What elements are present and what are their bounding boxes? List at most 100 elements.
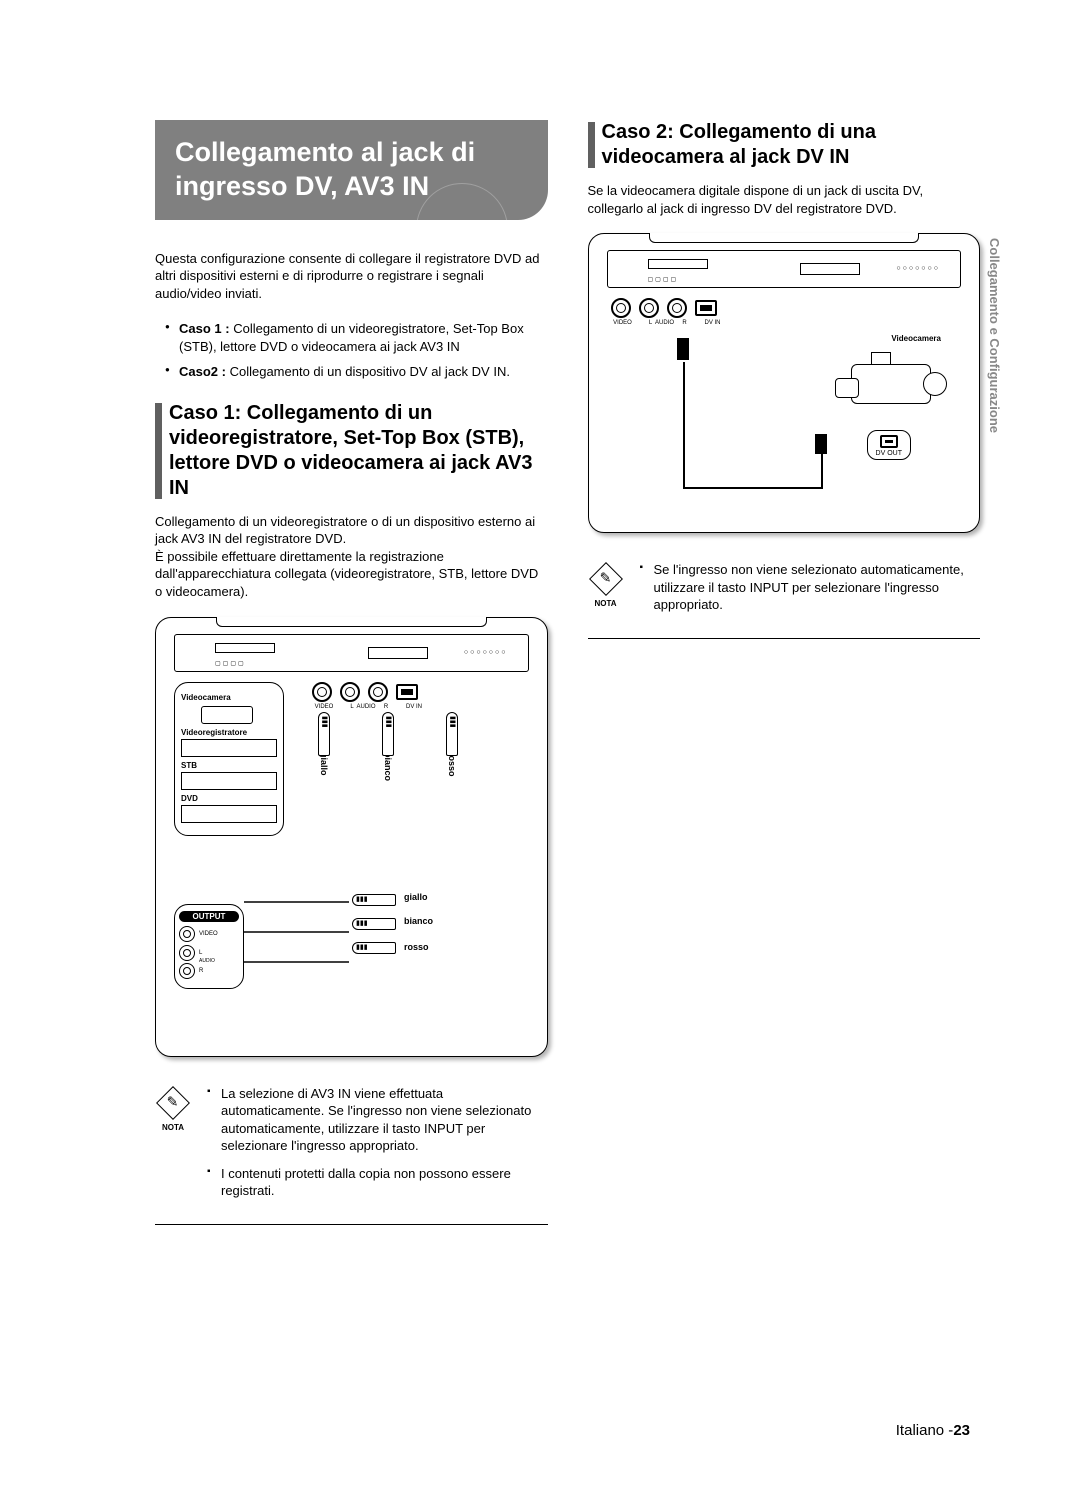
cable-lines-icon <box>244 888 354 988</box>
dv-input-panel <box>607 298 962 318</box>
panel-label-r: R <box>675 320 695 326</box>
dv-in-port-icon <box>695 300 717 316</box>
diagram-top-notch <box>649 233 920 243</box>
page-lang: Italiano - <box>896 1422 954 1439</box>
device-label-camcorder: Videocamera <box>181 693 277 702</box>
right-column: Caso 2: Collegamento di una videocamera … <box>588 120 981 1225</box>
case-label: Caso 1 : <box>179 321 230 336</box>
output-label-video: VIDEO <box>199 931 218 937</box>
vcr-icon <box>181 739 277 757</box>
stb-icon <box>181 772 277 790</box>
panel-label-dvin: DV IN <box>703 320 723 326</box>
output-label-audio: AUDIO <box>199 958 215 964</box>
output-audio-r-jack-icon <box>179 963 195 979</box>
color-label-yellow-h: giallo <box>404 892 428 902</box>
intro-text: Questa configurazione consente di colleg… <box>155 250 548 303</box>
rca-plug-icon <box>352 918 396 930</box>
panel-label-r: R <box>376 704 396 710</box>
nota-block-1: NOTA La selezione di AV3 IN viene effett… <box>155 1085 548 1225</box>
diagram-caso2: ▢▢▢▢ ○○○○○○○ VIDEO L AUDIO R DV IN <box>588 233 981 533</box>
camcorder-label: Videocamera <box>891 334 941 343</box>
output-audio-l-jack-icon <box>179 945 195 961</box>
output-label-r: R <box>199 968 203 974</box>
nota-item: La selezione di AV3 IN viene effettuata … <box>207 1085 548 1155</box>
device-label-vcr: Videoregistratore <box>181 728 277 737</box>
left-column: Collegamento al jack di ingresso DV, AV3… <box>155 120 548 1225</box>
dv-cable-segment <box>683 362 685 487</box>
av3-panel-labels: VIDEO L AUDIO R DV IN <box>302 704 529 710</box>
color-label-red-h: rosso <box>404 942 429 952</box>
side-tab-text: Collegamento e Configurazione <box>987 238 1002 433</box>
dv-plug-icon <box>677 338 689 360</box>
device-label-dvd: DVD <box>181 794 277 803</box>
panel-label-audio: AUDIO <box>356 704 376 710</box>
output-label-l: L <box>199 950 202 956</box>
color-label-white-h: bianco <box>404 916 433 926</box>
dv-out-label: DV OUT <box>876 450 902 457</box>
dv-plug-icon <box>815 434 827 454</box>
case-text: Collegamento di un videoregistratore, Se… <box>179 321 524 354</box>
rca-plug-icon <box>446 712 458 756</box>
nota2-list: Se l'ingresso non viene selezionato auto… <box>640 561 981 624</box>
page: Collegamento al jack di ingresso DV, AV3… <box>0 0 1080 1489</box>
nota1-list: La selezione di AV3 IN viene effettuata … <box>207 1085 548 1210</box>
side-tab: Collegamento e Configurazione <box>987 238 1002 433</box>
dvd-recorder-front-icon: ▢▢▢▢ ○○○○○○○ <box>174 634 529 672</box>
diagram-top-notch <box>216 617 487 627</box>
output-video-jack-icon <box>179 926 195 942</box>
title-block: Collegamento al jack di ingresso DV, AV3… <box>155 120 548 220</box>
caso2-heading: Caso 2: Collegamento di una videocamera … <box>588 120 981 170</box>
video-jack-icon <box>611 298 631 318</box>
dv-cable-segment <box>683 487 823 489</box>
device-label-stb: STB <box>181 761 277 770</box>
nota-item: I contenuti protetti dalla copia non pos… <box>207 1165 548 1200</box>
camcorder-icon <box>831 354 941 414</box>
nota-block-2: NOTA Se l'ingresso non viene selezionato… <box>588 561 981 639</box>
nota-label: NOTA <box>588 599 624 608</box>
two-column-layout: Collegamento al jack di ingresso DV, AV3… <box>155 120 980 1225</box>
panel-label-video: VIDEO <box>314 704 334 710</box>
case-summary-item: Caso2 : Collegamento di un dispositivo D… <box>169 363 548 381</box>
dv-in-port-icon <box>396 684 418 700</box>
diagram-caso1: ▢▢▢▢ ○○○○○○○ Videocamera Videoregistrato… <box>155 617 548 1057</box>
audio-l-jack-icon <box>340 682 360 702</box>
panel-label-dvin: DV IN <box>404 704 424 710</box>
nota-icon <box>156 1086 190 1120</box>
nota-label: NOTA <box>155 1123 191 1132</box>
output-label: OUTPUT <box>179 911 239 922</box>
camcorder-icon <box>181 704 277 726</box>
dv-out-port-group: DV OUT <box>867 430 911 460</box>
rca-plug-icon <box>318 712 330 756</box>
case-label: Caso2 : <box>179 364 226 379</box>
nota-icon <box>589 562 623 596</box>
rca-plug-icon <box>352 894 396 906</box>
case-summary-item: Caso 1 : Collegamento di un videoregistr… <box>169 320 548 355</box>
rca-plug-icon <box>352 942 396 954</box>
panel-label-audio: AUDIO <box>655 320 675 326</box>
av3-input-panel <box>302 682 529 702</box>
caso1-body: Collegamento di un videoregistratore o d… <box>155 513 548 601</box>
caso2-body: Se la videocamera digitale dispone di un… <box>588 182 981 217</box>
dvd-recorder-front-icon: ▢▢▢▢ ○○○○○○○ <box>607 250 962 288</box>
page-num-value: 23 <box>953 1422 970 1439</box>
nota-item: Se l'ingresso non viene selezionato auto… <box>640 561 981 614</box>
case-summary-list: Caso 1 : Collegamento di un videoregistr… <box>155 320 548 381</box>
cable-area: giallo bianco rosso <box>302 718 529 888</box>
main-title: Collegamento al jack di ingresso DV, AV3… <box>175 136 528 204</box>
rca-plug-icon <box>382 712 394 756</box>
caso1-heading: Caso 1: Collegamento di un videoregistra… <box>155 401 548 501</box>
page-number: Italiano -23 <box>896 1422 970 1439</box>
audio-r-jack-icon <box>368 682 388 702</box>
dv-panel-labels: VIDEO L AUDIO R DV IN <box>607 320 962 326</box>
case-text: Collegamento di un dispositivo DV al jac… <box>230 364 510 379</box>
audio-r-jack-icon <box>667 298 687 318</box>
video-jack-icon <box>312 682 332 702</box>
dv-connection-area: Videocamera DV OUT <box>607 334 962 524</box>
dv-out-port-icon <box>880 435 898 448</box>
panel-label-video: VIDEO <box>613 320 633 326</box>
dv-cable-segment <box>821 454 823 489</box>
audio-l-jack-icon <box>639 298 659 318</box>
output-jack-group: OUTPUT VIDEO L AUDIO <box>174 904 244 989</box>
external-devices-group: Videocamera Videoregistratore STB DVD <box>174 682 284 836</box>
dvd-player-icon <box>181 805 277 823</box>
